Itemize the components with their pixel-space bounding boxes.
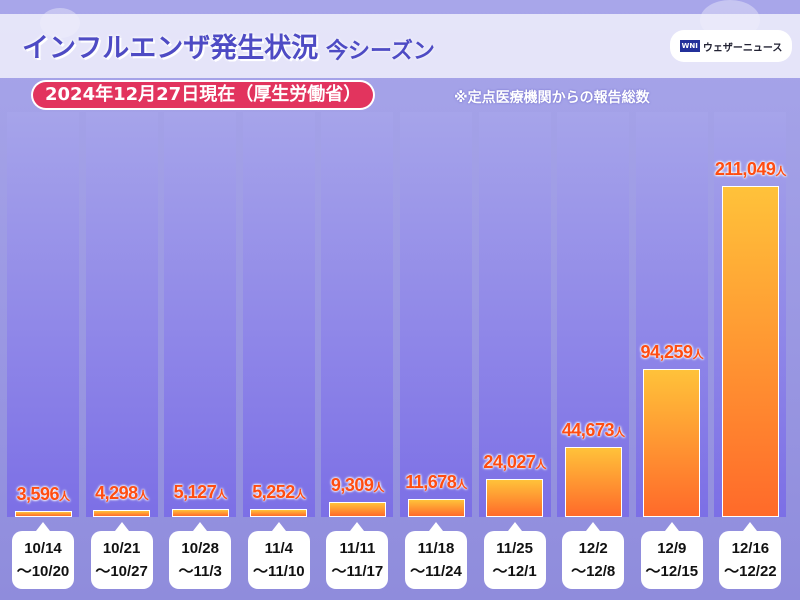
x-tick-label: 11/18 ～11/24 [405, 522, 467, 589]
data-label: 5,127人 [173, 481, 228, 502]
bar [250, 508, 308, 517]
page-subtitle: 今シーズン [326, 39, 435, 64]
bar [643, 369, 701, 517]
page-title: インフルエンザ発生状況 [22, 33, 319, 64]
data-label: 94,259人 [640, 342, 704, 363]
x-tick-label: 12/2 ～12/8 [562, 522, 625, 589]
x-tick-label: 10/14 ～10/20 [12, 522, 74, 589]
data-label: 5,252人 [252, 481, 306, 502]
logo-mark: WNI [679, 40, 700, 52]
x-tick-label: 10/21 ～10/27 [90, 522, 153, 589]
x-tick-label: 11/4 ～11/10 [247, 522, 310, 589]
column-background [85, 112, 158, 517]
column-background [164, 112, 237, 517]
bar [564, 446, 622, 517]
data-label: 24,027人 [483, 452, 546, 473]
x-tick-label: 12/16 ～12/22 [719, 522, 782, 589]
bar [171, 508, 229, 517]
data-label: 44,673人 [561, 419, 625, 440]
bar [93, 510, 151, 517]
data-label: 11,678人 [405, 471, 467, 492]
bar [721, 186, 779, 517]
column-background [242, 112, 315, 517]
logo: WNI ウェザーニュース [670, 30, 792, 62]
bar [14, 511, 72, 517]
data-label: 9,309人 [330, 475, 385, 496]
logo-text: ウェザーニュース [702, 42, 783, 54]
data-label: 4,298人 [95, 483, 149, 504]
x-tick-label: 10/28 ～11/3 [169, 522, 232, 589]
x-tick-label: 11/11 ～11/17 [326, 522, 389, 589]
data-label: 211,049人 [714, 159, 787, 179]
bar [486, 479, 544, 517]
title-band [0, 14, 800, 78]
source-note: ※定点医療機関からの報告総数 [454, 90, 650, 106]
x-tick-label: 11/25 ～12/1 [483, 522, 546, 589]
bar [328, 502, 386, 517]
date-badge: 2024年12月27日現在（厚生労働省） [33, 82, 374, 108]
column-background [478, 112, 551, 517]
data-label: 3,596人 [16, 484, 70, 505]
x-tick-label: 12/9 ～12/15 [640, 522, 703, 589]
column-background [7, 112, 79, 517]
bar [407, 498, 465, 517]
column-background [400, 112, 472, 517]
column-background [321, 112, 394, 517]
